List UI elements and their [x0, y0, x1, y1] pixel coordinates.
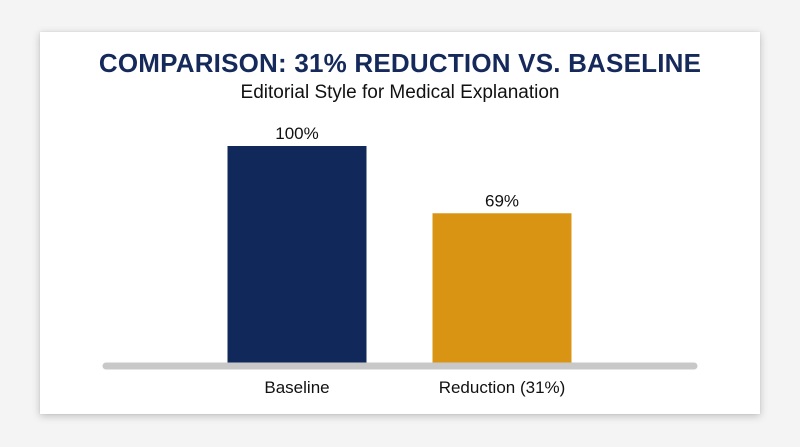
chart-card: COMPARISON: 31% REDUCTION VS. BASELINE E… — [40, 32, 760, 414]
bar-value-label: 100% — [275, 124, 318, 143]
x-tick-label: Reduction (31%) — [439, 378, 566, 397]
bar-reduction-31 — [432, 213, 572, 363]
chart-subtitle: Editorial Style for Medical Explanation — [240, 82, 560, 103]
chart-title: COMPARISON: 31% REDUCTION VS. BASELINE — [98, 48, 702, 78]
x-tick-label: Baseline — [264, 378, 329, 397]
bar-value-label: 69% — [485, 191, 519, 210]
bar-baseline — [227, 146, 367, 363]
